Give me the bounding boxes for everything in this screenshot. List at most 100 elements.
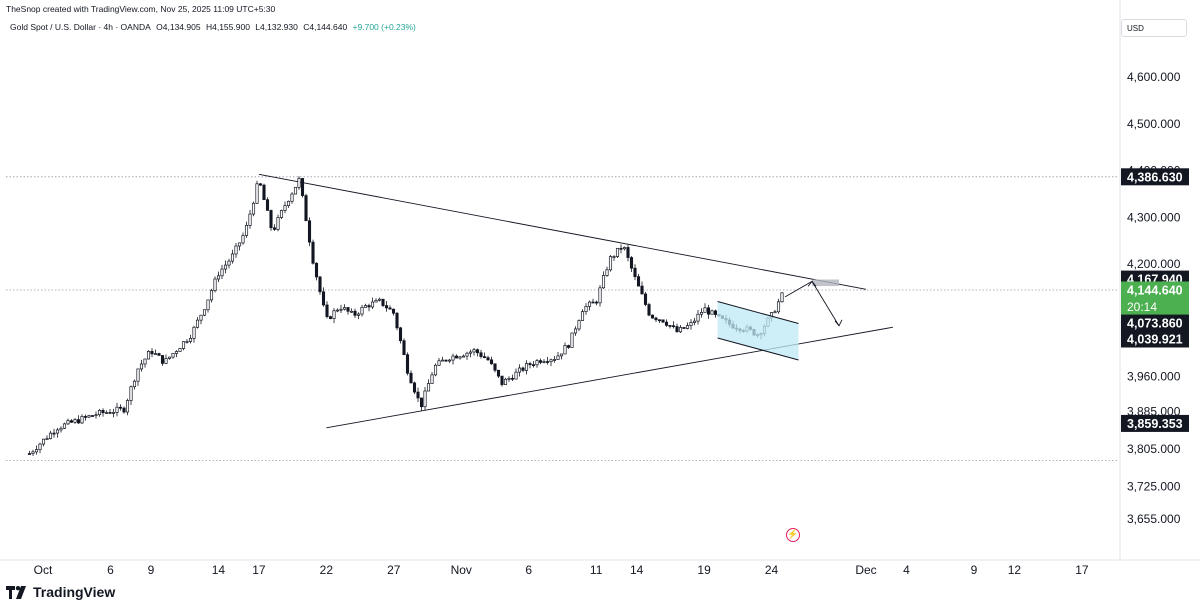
candle-body	[398, 327, 403, 342]
candle-body	[531, 364, 536, 367]
candle-body	[549, 359, 553, 363]
candle-body	[654, 317, 658, 321]
candle-body	[503, 378, 508, 385]
candle-body	[626, 247, 630, 258]
candle-body	[45, 438, 49, 440]
time-tick-label: Dec	[855, 563, 876, 577]
candle-body	[195, 319, 200, 328]
time-tick-label: 9	[971, 563, 978, 577]
candle-body	[405, 354, 410, 374]
candle-body	[342, 307, 347, 310]
close-value: C4,144.640	[303, 22, 348, 32]
brand-name: TradingView	[33, 584, 116, 600]
candle-body	[262, 184, 266, 201]
time-tick-label: Oct	[34, 563, 53, 577]
price-tick-label: 4,300.000	[1127, 210, 1181, 224]
candle-body	[220, 268, 224, 277]
time-tick-label: 14	[212, 563, 226, 577]
candle-body	[192, 326, 196, 339]
candle-body	[535, 360, 539, 366]
candle-body	[213, 278, 217, 291]
candle-body	[423, 390, 427, 408]
candle-body	[605, 269, 609, 276]
candle-body	[251, 202, 256, 215]
candle-body	[528, 363, 532, 366]
candle-body	[388, 307, 392, 310]
projection-path	[784, 280, 840, 327]
price-label-box	[1121, 330, 1189, 348]
candle-body	[475, 349, 480, 354]
candle-body	[34, 449, 39, 453]
channel-fill	[717, 301, 799, 360]
candle-body	[153, 353, 158, 355]
candle-body	[657, 319, 662, 322]
price-label-box	[1121, 414, 1189, 432]
candle-body	[199, 314, 203, 321]
candle-body	[559, 353, 564, 357]
candle-body	[416, 391, 420, 399]
candle-body	[384, 305, 389, 309]
time-tick-label: 6	[107, 563, 114, 577]
candle-body	[367, 305, 371, 308]
candle-body	[381, 298, 385, 306]
candle-body	[83, 416, 88, 418]
candle-body	[451, 355, 455, 361]
candle-body	[167, 356, 172, 359]
candle-body	[496, 369, 501, 377]
candle-body	[237, 242, 242, 247]
price-label-text: 4,039.921	[1127, 332, 1183, 346]
candle-body	[206, 299, 210, 311]
candle-body	[227, 260, 231, 266]
candle-body	[570, 332, 574, 348]
candle-body	[479, 352, 483, 357]
candle-body	[622, 247, 627, 250]
candle-body	[563, 345, 567, 355]
currency-button[interactable]: USD	[1121, 19, 1187, 37]
time-tick-label: 27	[387, 563, 401, 577]
time-tick-label: 6	[525, 563, 532, 577]
trendlines	[258, 173, 894, 429]
candle-body	[419, 397, 424, 408]
candle-body	[59, 427, 63, 431]
lightning-icon[interactable]: ⚡	[786, 528, 800, 542]
candle-body	[437, 360, 441, 366]
candle-body	[258, 183, 263, 186]
candle-body	[573, 328, 578, 334]
candle-body	[52, 432, 56, 435]
candle-body	[395, 312, 399, 329]
candle-body	[73, 419, 77, 423]
time-tick-label: 17	[252, 563, 266, 577]
candle-body	[647, 304, 651, 316]
candle-body	[97, 409, 102, 416]
candle-body	[353, 310, 357, 316]
candle-body	[356, 313, 361, 316]
candle-body	[136, 368, 140, 382]
symbol-legend: Gold Spot / U.S. Dollar · 4h · OANDA O4,…	[10, 22, 419, 32]
price-tick-label: 4,500.000	[1127, 117, 1181, 131]
price-label-box	[1121, 314, 1189, 332]
candle-body	[671, 325, 676, 328]
countdown-text: 20:14	[1127, 300, 1157, 314]
candle-body	[689, 322, 693, 326]
candle-body	[314, 262, 319, 278]
candle-body	[332, 310, 336, 319]
candle-body	[276, 217, 280, 230]
time-tick-label: 19	[697, 563, 711, 577]
candle-body	[444, 359, 448, 362]
candle-body	[132, 380, 137, 388]
candle-body	[115, 406, 119, 413]
candle-body	[41, 438, 46, 445]
time-axis[interactable]: Oct 6 9 14 17 22 27 Nov 6 11 14 19 24 Dec 4 9 12 17	[0, 559, 1200, 577]
candle-body	[577, 320, 581, 330]
candle-body	[55, 429, 60, 434]
candle-body	[122, 407, 126, 413]
horizontal-levels	[6, 176, 1118, 461]
candle-body	[461, 355, 466, 358]
candle-body	[710, 310, 714, 315]
candle-body	[629, 257, 634, 269]
candle-body	[661, 319, 665, 323]
candle-body	[433, 364, 438, 376]
candle-body	[90, 415, 95, 417]
candle-body	[216, 275, 221, 280]
